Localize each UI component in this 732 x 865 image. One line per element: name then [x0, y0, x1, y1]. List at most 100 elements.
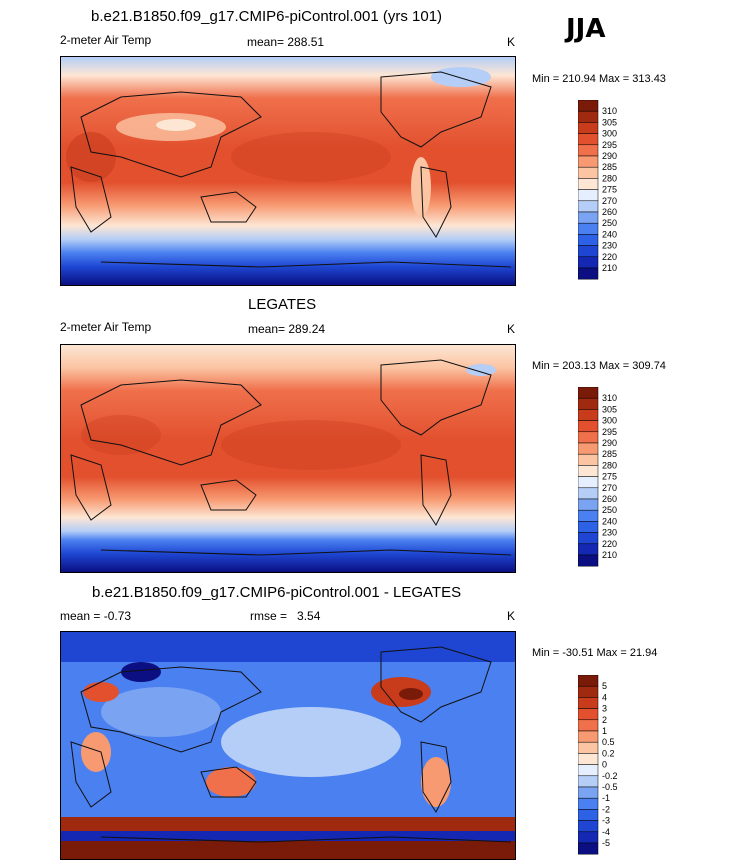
colorbar-tick-label: 300 [602, 129, 617, 139]
colorbar-swatch [578, 809, 599, 821]
panel3-units: K [507, 609, 516, 623]
colorbar-swatch [578, 397, 599, 410]
colorbar-tick-label: 220 [602, 252, 617, 262]
colorbar-swatch [578, 554, 599, 567]
colorbar-tick-label: 280 [602, 173, 617, 183]
colorbar-tick-label: 295 [602, 140, 617, 150]
colorbar-tick-label: 275 [602, 185, 617, 195]
colorbar-tick-label: 300 [602, 416, 617, 426]
colorbar-tick-label: -1 [602, 793, 610, 803]
colorbar-tick-label: 0.5 [602, 737, 615, 747]
panel3-map-svg [61, 632, 515, 859]
colorbar-tick-label: -2 [602, 804, 610, 814]
colorbar-tick-label: 285 [602, 449, 617, 459]
colorbar-tick-label: 270 [602, 196, 617, 206]
season-label: JJA [566, 14, 606, 44]
panel2-minmax: Min = 203.13 Max = 309.74 [532, 360, 666, 372]
colorbar-tick-label: 240 [602, 516, 617, 526]
colorbar-swatch [578, 476, 599, 489]
panel2-colorbar: 310 305 300 295 290 285 280 275 270 260 250 240 230 2… [578, 387, 638, 567]
colorbar-tick-label: 310 [602, 106, 617, 116]
colorbar-swatch [578, 155, 599, 168]
colorbar-swatch [578, 719, 599, 732]
colorbar-swatch [578, 820, 599, 833]
colorbar-swatch [578, 267, 599, 280]
panel2-map [60, 344, 516, 573]
colorbar-tick-label: 4 [602, 692, 607, 702]
colorbar-tick-label: 290 [602, 438, 617, 448]
colorbar-tick-label: -0.2 [602, 771, 618, 781]
panel1-units: K [507, 35, 516, 49]
colorbar-swatch [578, 521, 599, 533]
colorbar-swatch [578, 122, 599, 134]
colorbar-swatch [578, 409, 599, 421]
colorbar-tick-label: 5 [602, 681, 607, 691]
colorbar-tick-label: 290 [602, 151, 617, 161]
colorbar-swatch [578, 431, 599, 444]
colorbar-tick-label: 240 [602, 229, 617, 239]
colorbar-swatch [578, 532, 599, 545]
colorbar-swatch [578, 708, 599, 721]
colorbar-swatch [578, 775, 599, 788]
colorbar-tick-label: 3 [602, 704, 607, 714]
colorbar-tick-label: 305 [602, 117, 617, 127]
panel2-units: K [507, 322, 516, 336]
colorbar-swatch [578, 166, 599, 179]
colorbar-swatch [578, 110, 599, 123]
colorbar-swatch [578, 465, 599, 477]
colorbar-swatch [578, 741, 599, 754]
colorbar-tick-label: 220 [602, 539, 617, 549]
colorbar-swatch [578, 222, 599, 235]
colorbar-swatch [578, 420, 599, 433]
colorbar-tick-label: 285 [602, 162, 617, 172]
colorbar-swatch [578, 831, 599, 844]
colorbar-tick-label: 310 [602, 393, 617, 403]
colorbar-swatch [578, 697, 599, 709]
panel1-title: b.e21.B1850.f09_g17.CMIP6-piControl.001 … [91, 8, 443, 25]
colorbar-tick-label: 260 [602, 494, 617, 504]
panel1-minmax: Min = 210.94 Max = 313.43 [532, 73, 666, 85]
colorbar-tick-label: 0.2 [602, 748, 615, 758]
colorbar-swatch [578, 675, 599, 687]
colorbar-swatch [578, 100, 599, 112]
colorbar-swatch [578, 730, 599, 743]
colorbar-swatch [578, 487, 599, 500]
colorbar-swatch [578, 786, 599, 799]
colorbar-swatch [578, 189, 599, 202]
colorbar-tick-label: 295 [602, 427, 617, 437]
panel3-minmax: Min = -30.51 Max = 21.94 [532, 647, 658, 659]
colorbar-tick-label: -4 [602, 827, 610, 837]
colorbar-swatch [578, 453, 599, 466]
colorbar-swatch [578, 543, 599, 556]
colorbar-tick-label: 210 [602, 263, 617, 273]
colorbar-tick-label: 230 [602, 528, 617, 538]
colorbar-swatch [578, 245, 599, 258]
colorbar-swatch [578, 256, 599, 269]
panel1-map [60, 56, 516, 286]
panel1-mean: mean= 288.51 [247, 35, 325, 49]
colorbar-tick-label: 275 [602, 472, 617, 482]
colorbar-tick-label: 230 [602, 241, 617, 251]
colorbar-tick-label: 0 [602, 760, 607, 770]
panel3-colorbar: 5 4 3 2 1 0.5 0.2 0 -0.2 -0.5 -1 -2 -3 -4 -5 [578, 675, 638, 855]
panel1-colorbar: 310 305 300 295 290 285 280 275 270 260 250 240 230 2… [578, 100, 638, 280]
colorbar-swatch [578, 133, 599, 146]
colorbar-tick-label: 305 [602, 404, 617, 414]
colorbar-tick-label: 1 [602, 726, 607, 736]
colorbar-swatch [578, 234, 599, 246]
colorbar-tick-label: -5 [602, 838, 610, 848]
colorbar-tick-label: 280 [602, 460, 617, 470]
panel2-title: LEGATES [248, 296, 317, 313]
colorbar-swatch [578, 753, 599, 765]
colorbar-swatch [578, 764, 599, 777]
panel1-colorbar-svg: 3103053002952902852802752702602502402302… [578, 100, 617, 280]
colorbar-tick-label: -3 [602, 816, 610, 826]
colorbar-swatch [578, 797, 599, 810]
colorbar-swatch [578, 685, 599, 698]
colorbar-swatch [578, 211, 599, 224]
colorbar-tick-label: 250 [602, 218, 617, 228]
colorbar-tick-label: 270 [602, 483, 617, 493]
colorbar-tick-label: 2 [602, 715, 607, 725]
panel1-variable: 2-meter Air Temp [60, 33, 152, 47]
